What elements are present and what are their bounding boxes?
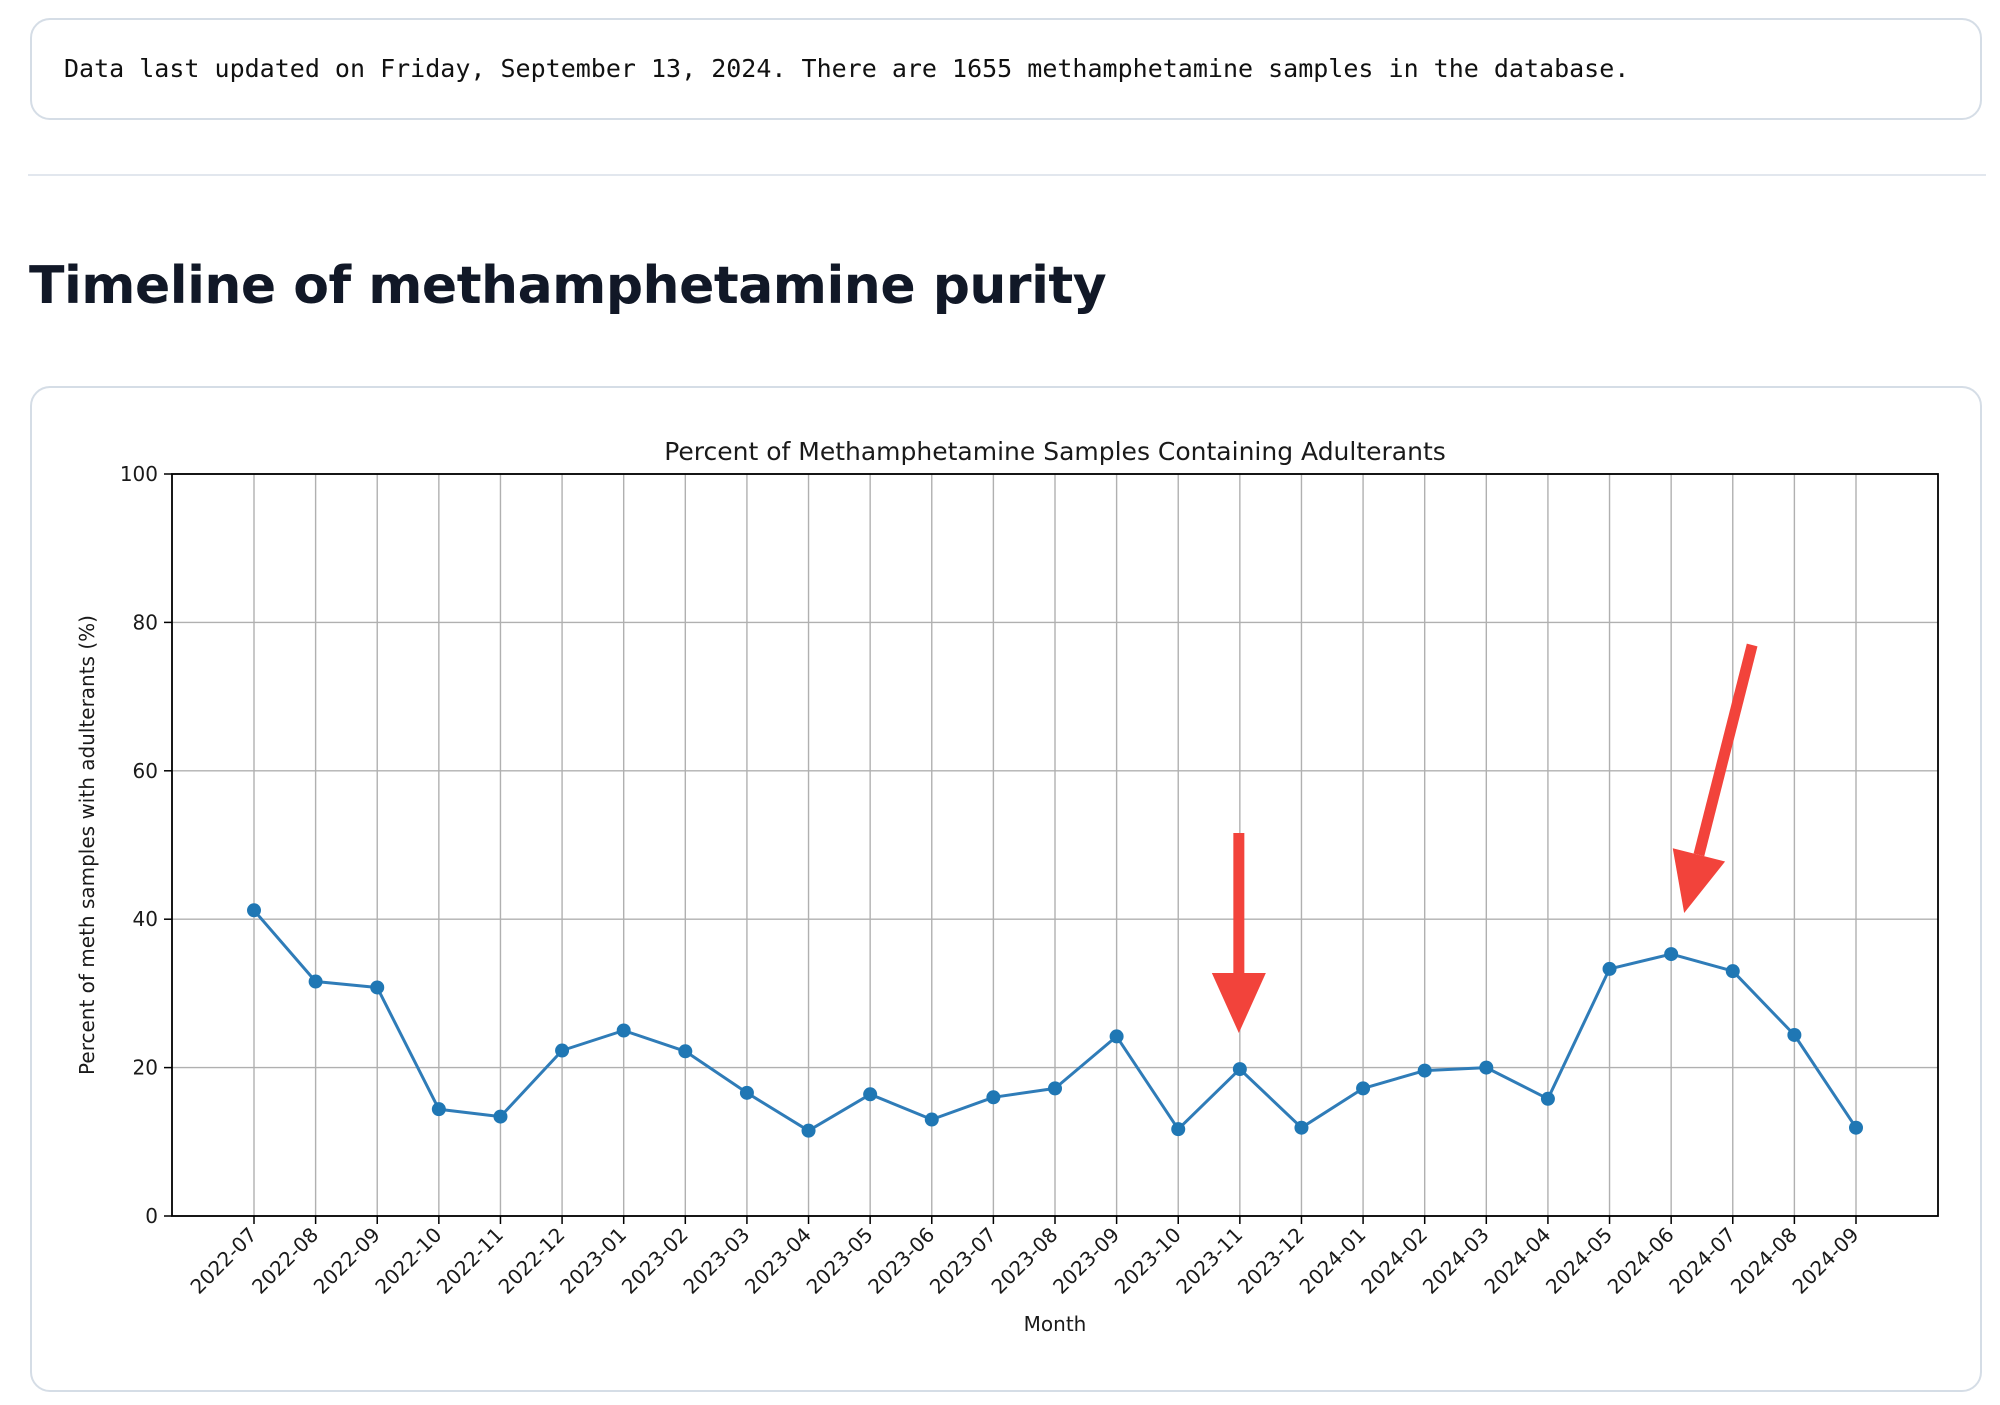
data-update-text: Data last updated on Friday, September 1… <box>64 54 1630 83</box>
data-points <box>247 903 1863 1138</box>
x-tick-label: 2023-04 <box>740 1223 816 1299</box>
data-point <box>431 1102 446 1117</box>
data-point <box>1232 1062 1247 1077</box>
data-point <box>555 1043 570 1058</box>
plot-frame <box>171 473 1939 1217</box>
x-tick-label: 2024-04 <box>1479 1223 1555 1299</box>
data-point <box>1725 964 1740 979</box>
y-tick-label: 100 <box>120 462 158 486</box>
data-point <box>1171 1122 1186 1137</box>
y-tick-label: 40 <box>133 907 158 931</box>
x-tick-label: 2024-01 <box>1295 1223 1371 1299</box>
x-tick-label: 2022-12 <box>494 1223 570 1299</box>
annotation-arrows <box>1211 643 1758 1033</box>
data-point <box>924 1112 939 1127</box>
x-tick-label: 2022-09 <box>309 1223 385 1299</box>
data-point <box>678 1044 693 1059</box>
data-point <box>1787 1027 1802 1042</box>
data-point <box>616 1023 631 1038</box>
data-point <box>247 903 261 918</box>
y-tick-label: 60 <box>133 759 158 783</box>
y-tick-label: 20 <box>133 1056 158 1080</box>
data-point <box>493 1109 508 1124</box>
data-point <box>801 1123 816 1138</box>
x-tick-label: 2023-08 <box>986 1223 1062 1299</box>
data-point <box>1109 1029 1124 1044</box>
x-tick-label: 2023-09 <box>1048 1223 1124 1299</box>
chart-card: 0 20 40 60 80 100 2022-07 2022-08 2022-09 2022-1… <box>30 386 1982 1392</box>
x-axis-label: Month <box>1024 1312 1087 1336</box>
x-tick-label: 2023-12 <box>1233 1223 1309 1299</box>
data-point <box>1849 1120 1863 1135</box>
section-heading: Timeline of methamphetamine purity <box>29 256 1107 316</box>
x-tick-label: 2024-06 <box>1603 1223 1679 1299</box>
data-point <box>308 974 323 989</box>
x-tick-label: 2024-02 <box>1356 1223 1432 1299</box>
data-point <box>1602 961 1617 976</box>
x-tick-label: 2022-08 <box>247 1223 323 1299</box>
x-tick-label: 2023-02 <box>617 1223 693 1299</box>
x-tick-label: 2024-05 <box>1541 1223 1617 1299</box>
data-point <box>1294 1120 1309 1135</box>
x-tick-label: 2023-03 <box>678 1223 754 1299</box>
data-point <box>1540 1091 1555 1106</box>
data-point <box>986 1090 1001 1105</box>
annotation-arrow <box>1211 833 1266 1033</box>
data-point <box>739 1085 754 1100</box>
x-tick-label: 2023-07 <box>925 1223 1001 1299</box>
y-tick-label: 0 <box>145 1204 158 1228</box>
x-tick-label: 2023-01 <box>555 1223 631 1299</box>
x-tick-label: 2022-11 <box>432 1223 508 1299</box>
section-divider <box>28 174 1986 176</box>
annotation-arrow <box>1672 643 1758 913</box>
x-tick-label: 2024-07 <box>1664 1223 1740 1299</box>
y-axis-ticks: 0 20 40 60 80 100 <box>120 462 172 1228</box>
y-tick-label: 80 <box>133 610 158 634</box>
x-tick-label: 2023-11 <box>1171 1223 1247 1299</box>
chart-title: Percent of Methamphetamine Samples Conta… <box>664 437 1446 466</box>
x-axis-ticks: 2022-072022-082022-092022-102022-112022-… <box>185 1216 1864 1299</box>
data-point <box>1664 947 1679 962</box>
x-tick-label: 2022-10 <box>370 1223 446 1299</box>
data-point <box>1479 1060 1494 1075</box>
data-update-info-box: Data last updated on Friday, September 1… <box>30 18 1982 120</box>
x-tick-label: 2024-09 <box>1787 1223 1863 1299</box>
x-tick-label: 2023-05 <box>802 1223 878 1299</box>
data-point <box>370 980 385 995</box>
data-point <box>1356 1081 1371 1096</box>
x-tick-label: 2023-10 <box>1110 1223 1186 1299</box>
data-point <box>1417 1063 1432 1078</box>
x-tick-label: 2022-07 <box>185 1223 261 1299</box>
x-tick-label: 2024-03 <box>1418 1223 1494 1299</box>
y-axis-label: Percent of meth samples with adulterants… <box>75 615 99 1075</box>
data-point <box>863 1087 878 1102</box>
data-point <box>1048 1081 1062 1096</box>
x-tick-label: 2024-08 <box>1726 1223 1802 1299</box>
x-tick-label: 2023-06 <box>863 1223 939 1299</box>
